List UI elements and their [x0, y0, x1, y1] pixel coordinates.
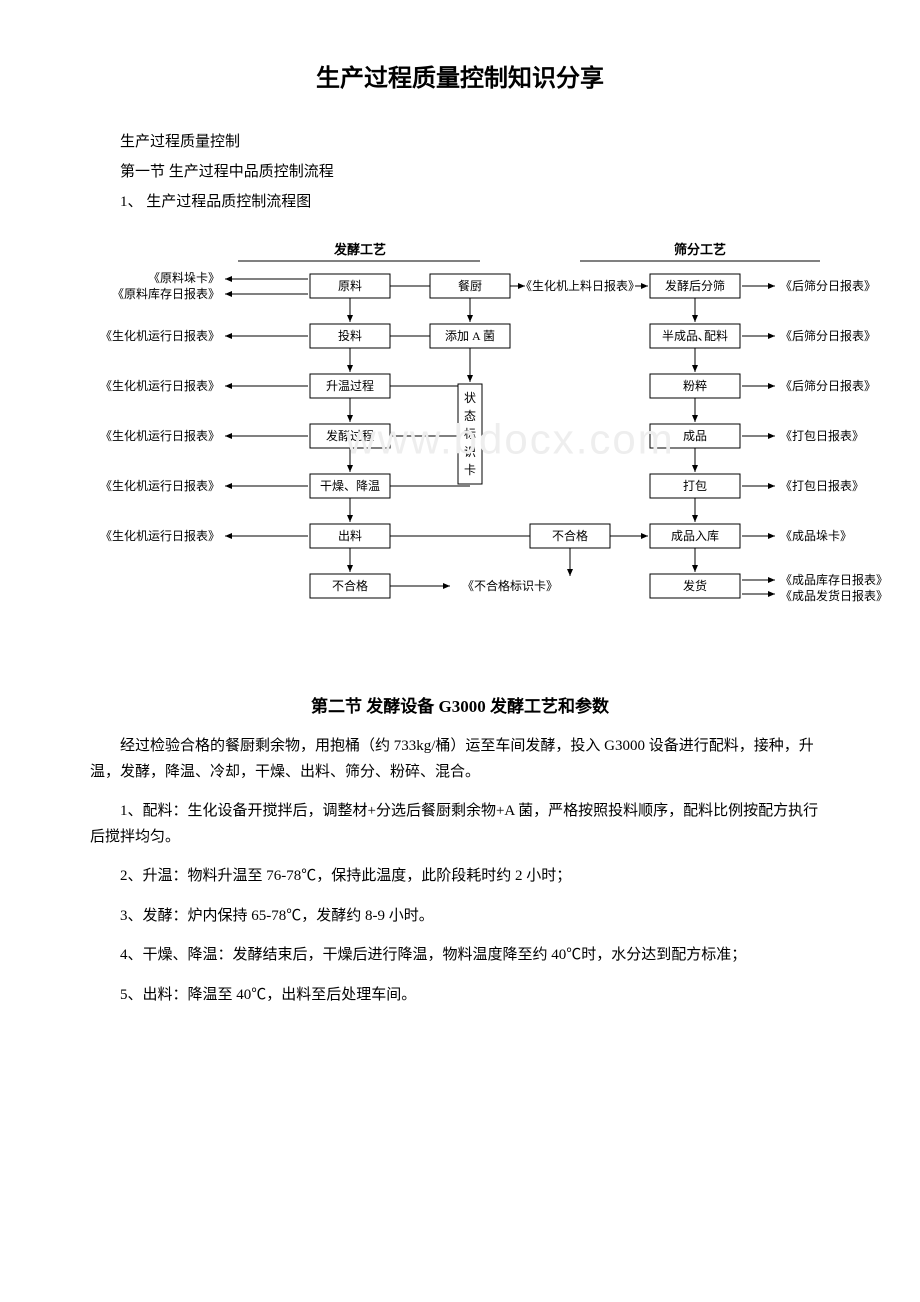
svg-text:《原料库存日报表》: 《原料库存日报表》	[112, 286, 220, 301]
section2-p5: 4、干燥、降温：发酵结束后，干燥后进行降温，物料温度降至约 40℃时，水分达到配…	[90, 943, 830, 969]
svg-text:状: 状	[464, 391, 476, 405]
svg-text:不合格: 不合格	[552, 528, 588, 543]
svg-text:《打包日报表》: 《打包日报表》	[780, 428, 864, 443]
left-reports: 《原料垛卡》 《原料库存日报表》 《生化机运行日报表》 《生化机运行日报表》 《…	[100, 270, 220, 543]
intro-line-1: 生产过程质量控制	[90, 130, 830, 154]
svg-text:标: 标	[464, 427, 476, 441]
svg-text:成品: 成品	[683, 429, 707, 443]
arrows-right-reports	[742, 286, 775, 594]
svg-text:投料: 投料	[338, 328, 362, 343]
svg-text:《生化机运行日报表》: 《生化机运行日报表》	[100, 428, 220, 443]
col2-boxes: 餐厨 添加 A 菌 状 态 标 识 卡 不合格 《不合格标识卡》	[430, 274, 610, 593]
intro-line-3: 1、 生产过程品质控制流程图	[90, 190, 830, 214]
svg-text:《后筛分日报表》: 《后筛分日报表》	[780, 278, 876, 293]
section2-p2: 1、配料：生化设备开搅拌后，调整材+分选后餐厨剩余物+A 菌，严格按照投料顺序，…	[90, 799, 830, 850]
section2-p1: 经过检验合格的餐厨剩余物，用抱桶（约 733kg/桶）运至车间发酵，投入 G30…	[90, 734, 830, 785]
svg-text:《打包日报表》: 《打包日报表》	[780, 478, 864, 493]
svg-text:原料: 原料	[338, 279, 362, 293]
svg-text:《生化机运行日报表》: 《生化机运行日报表》	[100, 378, 220, 393]
intro-line-2: 第一节 生产过程中品质控制流程	[90, 160, 830, 184]
svg-text:《成品发货日报表》: 《成品发货日报表》	[780, 588, 888, 603]
svg-text:《后筛分日报表》: 《后筛分日报表》	[780, 328, 876, 343]
svg-text:《不合格标识卡》: 《不合格标识卡》	[462, 578, 558, 593]
svg-text:《成品垛卡》: 《成品垛卡》	[780, 528, 852, 543]
svg-text:餐厨: 餐厨	[458, 278, 482, 293]
mid-report: 《生化机上料日报表》	[520, 278, 640, 293]
svg-text:打包: 打包	[683, 479, 707, 493]
svg-text:发酵过程: 发酵过程	[326, 428, 374, 443]
header-left: 发酵工艺	[333, 242, 386, 257]
section2-p6: 5、出料：降温至 40℃，出料至后处理车间。	[90, 983, 830, 1009]
svg-text:卡: 卡	[464, 463, 476, 477]
right-reports: 《后筛分日报表》 《后筛分日报表》 《后筛分日报表》 《打包日报表》 《打包日报…	[780, 278, 888, 603]
svg-text:出料: 出料	[338, 529, 362, 543]
page-title: 生产过程质量控制知识分享	[90, 60, 830, 98]
svg-text:《生化机运行日报表》: 《生化机运行日报表》	[100, 478, 220, 493]
section2-p3: 2、升温：物料升温至 76-78℃，保持此温度，此阶段耗时约 2 小时；	[90, 864, 830, 890]
section2-heading: 第二节 发酵设备 G3000 发酵工艺和参数	[90, 693, 830, 720]
svg-text:添加 A 菌: 添加 A 菌	[445, 329, 495, 343]
svg-text:态: 态	[464, 409, 476, 423]
svg-text:半成品､配料: 半成品､配料	[662, 329, 728, 343]
svg-text:《生化机运行日报表》: 《生化机运行日报表》	[100, 528, 220, 543]
svg-text:干燥、降温: 干燥、降温	[320, 479, 380, 493]
svg-text:粉粹: 粉粹	[683, 379, 707, 393]
flowchart-svg: 发酵工艺 筛分工艺 原料 投料 升温过程 发酵过程 干燥、降温 出料 不合格 餐…	[80, 234, 920, 634]
svg-text:识: 识	[464, 445, 476, 459]
svg-text:成品入库: 成品入库	[671, 528, 719, 543]
svg-text:《生化机运行日报表》: 《生化机运行日报表》	[100, 328, 220, 343]
svg-text:升温过程: 升温过程	[326, 378, 374, 393]
svg-text:不合格: 不合格	[332, 578, 368, 593]
svg-text:发货: 发货	[683, 578, 707, 593]
header-right: 筛分工艺	[674, 242, 726, 257]
arrows-left-reports	[225, 279, 308, 536]
flowchart-container: www.bdocx.com 发酵工艺 筛分工艺 原料 投料 升温过程 发酵过程 …	[80, 234, 920, 643]
svg-text:《原料垛卡》: 《原料垛卡》	[148, 270, 220, 285]
section2-p4: 3、发酵：炉内保持 65-78℃，发酵约 8-9 小时。	[90, 904, 830, 930]
svg-text:《成品库存日报表》: 《成品库存日报表》	[780, 572, 888, 587]
svg-text:《后筛分日报表》: 《后筛分日报表》	[780, 378, 876, 393]
svg-text:发酵后分筛: 发酵后分筛	[665, 278, 725, 293]
